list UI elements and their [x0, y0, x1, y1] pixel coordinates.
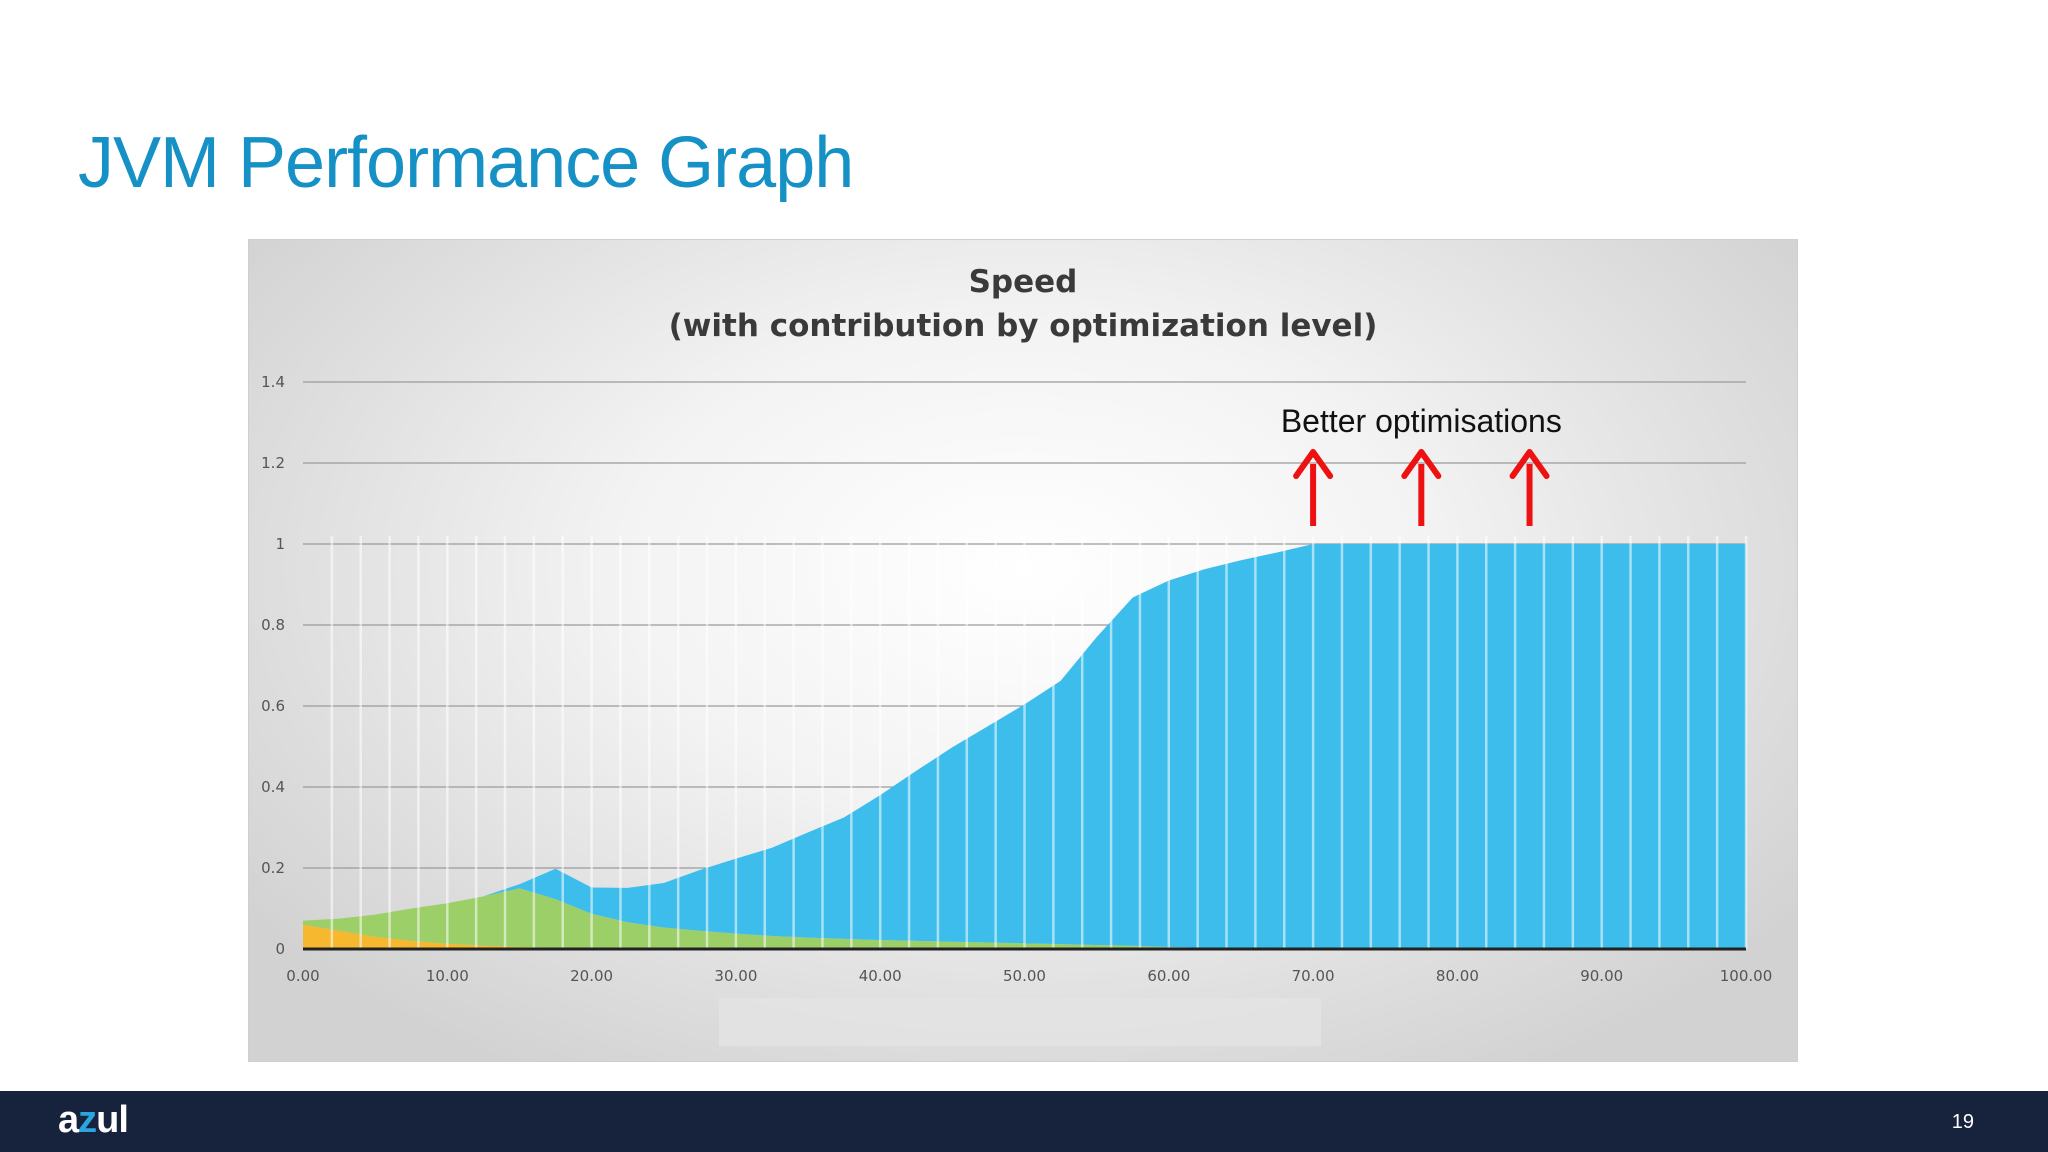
y-tick-label-3: 0.6 — [261, 697, 285, 715]
x-tick-label-8: 80.00 — [1436, 967, 1479, 985]
y-tick-label-0: 0 — [275, 940, 285, 958]
red-up-arrow-icon — [1293, 449, 1334, 526]
annotation-better-optimisations: Better optimisations — [1281, 403, 1562, 439]
x-tick-label-0: 0.00 — [286, 967, 319, 985]
x-tick-label-5: 50.00 — [1003, 967, 1046, 985]
x-tick-label-1: 10.00 — [426, 967, 469, 985]
chart-title: Speed — [968, 264, 1078, 300]
chart-subtitle: (with contribution by optimization level… — [668, 308, 1378, 344]
x-tick-label-4: 40.00 — [859, 967, 902, 985]
red-up-arrow-icon — [1401, 449, 1442, 526]
x-tick-label-10: 100.00 — [1720, 967, 1773, 985]
speed-area-chart: 0 0.2 0.4 0.6 0.8 1 1.2 1.4 0.00 10.00 20.00 30.00 4… — [261, 373, 1773, 1046]
slide-title: JVM Performance Graph — [78, 123, 854, 203]
page-number: 19 — [1951, 1111, 1974, 1133]
chart-frame: Speed (with contribution by optimization… — [248, 239, 1798, 1062]
azul-logo-icon: azul — [58, 1099, 129, 1141]
y-tick-label-7: 1.4 — [261, 373, 285, 391]
area-series-green — [303, 888, 1746, 949]
y-tick-label-2: 0.4 — [261, 778, 285, 796]
x-tick-label-2: 20.00 — [570, 967, 613, 985]
legend-placeholder — [719, 998, 1321, 1046]
x-tick-label-7: 70.00 — [1292, 967, 1335, 985]
sample-gap-lines — [330, 535, 1748, 949]
y-tick-label-6: 1.2 — [261, 454, 285, 472]
x-tick-label-9: 90.00 — [1580, 967, 1623, 985]
footer-bar: azul 19 — [0, 1091, 2048, 1152]
x-tick-label-3: 30.00 — [714, 967, 757, 985]
red-up-arrow-icon — [1509, 449, 1550, 526]
y-tick-label-4: 0.8 — [261, 616, 285, 634]
y-tick-label-1: 0.2 — [261, 859, 285, 877]
y-tick-label-5: 1 — [275, 535, 285, 553]
x-tick-label-6: 60.00 — [1147, 967, 1190, 985]
